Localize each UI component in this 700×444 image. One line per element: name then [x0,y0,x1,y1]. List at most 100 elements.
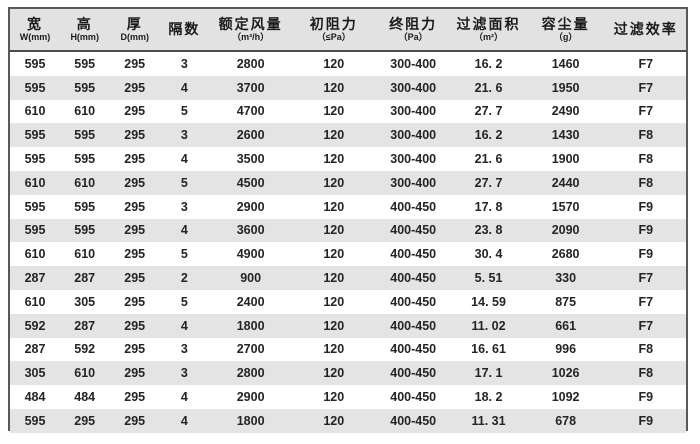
table-row: 305 610 295 3 2800 120 400-450 17. 1 1026 F8 [10,361,686,386]
table-cell-final-resistance: 300-400 [390,128,437,143]
table-cell-sections: 4 [180,80,188,95]
table-cell-dust-capacity: 2490 [551,104,580,119]
col-header-main-label: 过滤效率 [613,21,678,37]
table-cell-rated-airflow: 2400 [236,294,265,309]
table-cell-initial-resistance: 120 [323,366,345,381]
table-cell-width: 595 [24,80,46,95]
table-cell-initial-resistance: 120 [323,271,345,286]
col-header-depth: 厚 D(mm) [109,9,161,52]
table-cell-efficiency: F8 [638,342,654,357]
table-cell-width: 610 [24,247,46,262]
col-header-sub-label: D(mm) [120,31,149,42]
table-cell-efficiency: F8 [638,366,654,381]
table-cell-initial-resistance: 120 [323,199,345,214]
table-cell-rated-airflow: 1800 [236,318,265,333]
col-header-main-label: 初阻力 [309,15,358,32]
table-cell-efficiency: F9 [638,223,654,238]
table-cell-filter-area: 16. 61 [471,342,506,357]
table-cell-rated-airflow: 2900 [236,199,265,214]
table-cell-height: 595 [74,80,96,95]
table-cell-sections: 5 [180,247,188,262]
table-cell-efficiency: F9 [638,199,654,214]
table-cell-dust-capacity: 330 [555,271,577,286]
table-cell-final-resistance: 400-450 [390,247,437,262]
table-cell-initial-resistance: 120 [323,413,345,428]
table-cell-filter-area: 27. 7 [474,175,503,190]
table-cell-rated-airflow: 3700 [236,80,265,95]
table-cell-rated-airflow: 1800 [236,413,265,428]
table-cell-width: 595 [24,152,46,167]
table-cell-rated-airflow: 2800 [236,366,265,381]
table-cell-width: 484 [24,390,46,405]
table-cell-initial-resistance: 120 [323,80,345,95]
table-cell-depth: 295 [124,366,146,381]
table-cell-dust-capacity: 2090 [551,223,580,238]
col-header-final-resistance: 终阻力 （Pa） [375,9,452,52]
table-cell-sections: 3 [180,56,188,71]
col-header-sub-label: （g） [553,31,578,42]
table-cell-efficiency: F9 [638,390,654,405]
table-cell-height: 287 [74,318,96,333]
table-row: 595 595 295 3 2800 120 300-400 16. 2 1460 F7 [10,51,686,76]
table-cell-dust-capacity: 1430 [551,128,580,143]
table-cell-initial-resistance: 120 [323,294,345,309]
table-row: 287 287 295 2 900 120 400-450 5. 51 330 F7 [10,266,686,290]
col-header-sub-label: （m²） [474,31,504,42]
table-cell-depth: 295 [124,80,146,95]
col-header-main-label: 厚 [126,15,143,32]
table-cell-sections: 5 [180,104,188,119]
table-cell-depth: 295 [124,271,146,286]
table-cell-height: 595 [74,199,96,214]
col-header-efficiency: 过滤效率 [605,9,686,52]
table-cell-rated-airflow: 3600 [236,223,265,238]
col-header-main-label: 宽 [27,15,43,32]
table-cell-final-resistance: 400-450 [390,342,437,357]
table-cell-filter-area: 21. 6 [474,152,503,167]
table-cell-rated-airflow: 2900 [236,390,265,405]
table-cell-rated-airflow: 4900 [236,247,265,262]
table-cell-dust-capacity: 875 [555,294,577,309]
table-cell-height: 595 [74,128,96,143]
table-cell-sections: 4 [180,413,188,428]
table-cell-initial-resistance: 120 [323,223,345,238]
col-header-sub-label: （≤Pa） [316,31,351,42]
table-cell-dust-capacity: 1570 [551,199,580,214]
table-cell-filter-area: 16. 2 [474,128,503,143]
table-cell-efficiency: F7 [638,318,654,333]
table-cell-sections: 4 [180,223,188,238]
table-cell-width: 287 [24,271,46,286]
table-cell-final-resistance: 400-450 [390,366,437,381]
table-cell-final-resistance: 400-450 [390,390,437,405]
table-body: 595 595 295 3 2800 120 300-400 16. 2 1460 F7 595 59… [10,51,686,433]
table-cell-height: 610 [74,247,96,262]
table-cell-height: 592 [74,342,96,357]
table-cell-dust-capacity: 678 [555,413,577,428]
table-cell-height: 595 [74,223,96,238]
table-cell-depth: 295 [124,223,146,238]
table-cell-initial-resistance: 120 [323,175,345,190]
table-cell-efficiency: F8 [638,152,654,167]
table-cell-filter-area: 18. 2 [474,390,503,405]
table-row: 595 595 295 4 3700 120 300-400 21. 6 1950 F7 [10,75,686,100]
table-cell-dust-capacity: 1026 [551,366,580,381]
table-cell-depth: 295 [124,152,146,167]
table-cell-initial-resistance: 120 [323,56,345,71]
table-cell-rated-airflow: 4700 [236,104,265,119]
table-cell-dust-capacity: 2440 [551,175,580,190]
table-cell-height: 287 [74,271,96,286]
table-cell-height: 484 [74,390,96,405]
col-header-height: 高 H(mm) [60,9,110,52]
table-row: 484 484 295 4 2900 120 400-450 18. 2 1092 F9 [10,385,686,409]
table-cell-rated-airflow: 2600 [236,128,265,143]
table-cell-dust-capacity: 661 [555,318,577,333]
table-cell-efficiency: F8 [638,128,654,143]
table-cell-filter-area: 17. 1 [474,366,503,381]
table-row: 287 592 295 3 2700 120 400-450 16. 61 996 F8 [10,337,686,362]
table-cell-final-resistance: 300-400 [390,104,437,119]
col-header-sub-label: （Pa） [398,31,428,42]
table-cell-height: 595 [74,152,96,167]
table-cell-sections: 4 [180,390,188,405]
table-row: 592 287 295 4 1800 120 400-450 11. 02 661 F7 [10,313,686,338]
table-cell-rated-airflow: 2700 [236,342,265,357]
table-cell-final-resistance: 300-400 [390,175,437,190]
